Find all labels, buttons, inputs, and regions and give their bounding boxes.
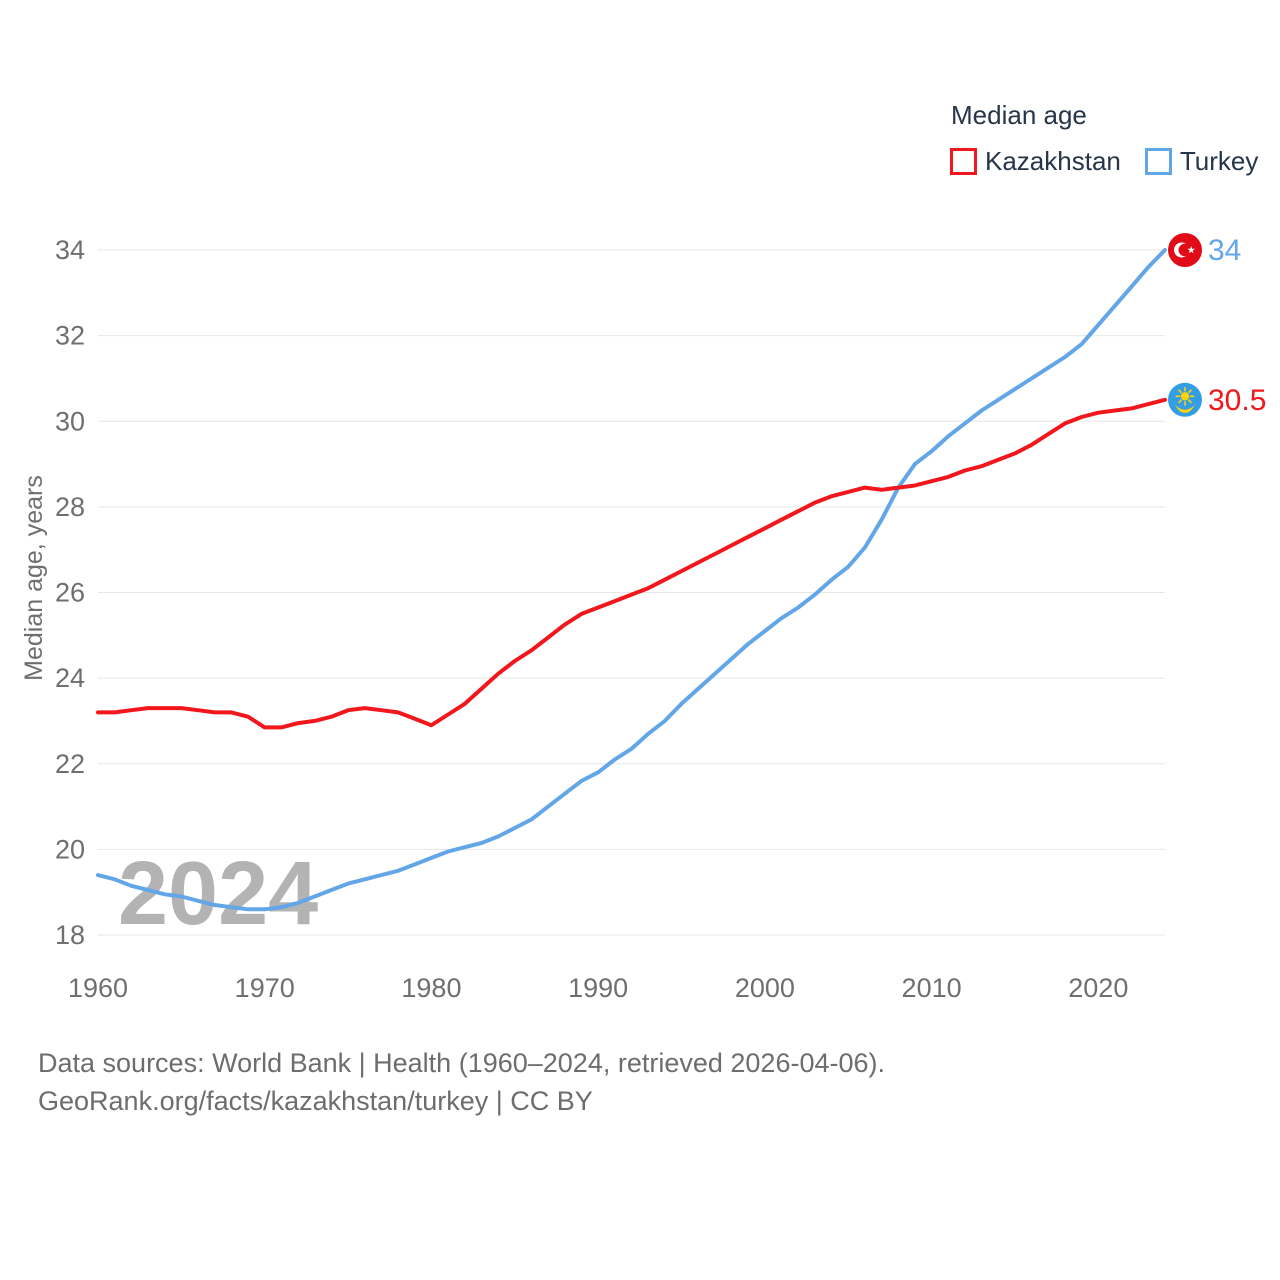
y-tick-label: 18 — [55, 920, 85, 950]
crescent-inner — [1178, 243, 1191, 257]
y-tick-label: 30 — [55, 406, 85, 436]
sun-ray — [1188, 389, 1192, 394]
x-tick-label: 1970 — [235, 973, 295, 1003]
kazakhstan-flag-icon — [1168, 382, 1202, 417]
legend-item-kazakhstan[interactable]: Kazakhstan — [950, 146, 1121, 177]
sun-ray — [1178, 399, 1182, 404]
end-value-label-turkey: 34 — [1208, 234, 1241, 267]
kazakhstan-swatch-icon — [950, 148, 977, 175]
sun — [1180, 392, 1190, 401]
star — [1187, 246, 1195, 254]
sun-ray — [1188, 399, 1192, 404]
y-tick-label: 22 — [55, 749, 85, 779]
x-tick-label: 1980 — [401, 973, 461, 1003]
x-tick-label: 2010 — [902, 973, 962, 1003]
y-tick-label: 28 — [55, 492, 85, 522]
y-tick-label: 20 — [55, 834, 85, 864]
legend-item-label: Turkey — [1179, 146, 1259, 176]
legend-item-turkey[interactable]: Turkey — [1144, 146, 1259, 177]
attribution-line: GeoRank.org/facts/kazakhstan/turkey | CC… — [38, 1086, 593, 1116]
turkey-swatch-icon — [1144, 148, 1172, 175]
x-tick-label: 1960 — [68, 973, 128, 1003]
series-line-turkey[interactable] — [96, 248, 1167, 912]
y-tick-label: 32 — [55, 321, 85, 351]
y-tick-label: 26 — [55, 578, 85, 608]
legend-item-label: Kazakhstan — [985, 146, 1121, 176]
y-axis-title: Median age, years — [20, 475, 48, 681]
eagle — [1175, 404, 1195, 413]
x-tick-label: 2000 — [735, 973, 795, 1003]
end-value-label-kazakhstan: 30.5 — [1208, 384, 1266, 417]
turkey-flag-icon — [1168, 233, 1202, 267]
watermark-year: 2024 — [118, 844, 318, 944]
legend-items: Kazakhstan Turkey — [950, 146, 1258, 177]
x-tick-label: 2020 — [1068, 973, 1128, 1003]
chart-footer: Data sources: World Bank | Health (1960–… — [38, 1044, 885, 1120]
x-tick-label: 1990 — [568, 973, 628, 1003]
data-sources-line: Data sources: World Bank | Health (1960–… — [38, 1048, 885, 1078]
series-line-kazakhstan[interactable] — [96, 397, 1167, 730]
y-tick-label: 34 — [55, 235, 85, 265]
chart-legend: Median age Kazakhstan Turkey — [950, 100, 1258, 177]
y-tick-label: 24 — [55, 663, 85, 693]
sun-ray — [1178, 389, 1182, 394]
legend-title: Median age — [951, 100, 1087, 130]
